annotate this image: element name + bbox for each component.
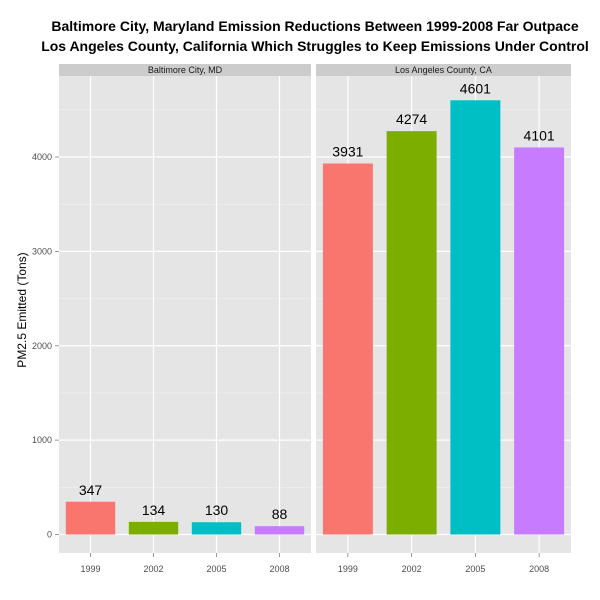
x-tick-label: 2002 (143, 564, 163, 574)
bar (322, 163, 373, 535)
x-tick-label: 2008 (529, 564, 549, 574)
chart-title: Baltimore City, Maryland Emission Reduct… (41, 18, 589, 54)
bar (386, 131, 437, 535)
bar-value-label: 130 (205, 502, 229, 518)
y-tick-label: 0 (47, 530, 52, 540)
bar (128, 521, 179, 535)
x-tick-label: 1999 (80, 564, 100, 574)
y-tick-label: 4000 (32, 152, 52, 162)
bar (514, 147, 565, 535)
facet-strip (316, 64, 571, 76)
x-tick-label: 2005 (465, 564, 485, 574)
bar (254, 526, 305, 535)
y-axis: 0 1000 2000 3000 4000 (32, 152, 59, 540)
bar-value-label: 4601 (460, 80, 491, 96)
chart-title-line-1: Baltimore City, Maryland Emission Reduct… (51, 18, 578, 34)
bar-value-label: 347 (79, 482, 103, 498)
y-tick-label: 3000 (32, 246, 52, 256)
facet-panel: Los Angeles County, CA 3931 1999 4274 2002 46… (316, 64, 571, 574)
chart-title-line-2: Los Angeles County, California Which Str… (41, 38, 589, 54)
bar-value-label: 3931 (332, 144, 363, 160)
bar-value-label: 88 (272, 506, 288, 522)
bar-value-label: 134 (142, 502, 166, 518)
y-tick-label: 2000 (32, 341, 52, 351)
x-tick-label: 2005 (206, 564, 226, 574)
facet-strip (59, 64, 311, 76)
x-tick-label: 2002 (402, 564, 422, 574)
facet-strip-label: Baltimore City, MD (148, 65, 223, 75)
facet-strip-label: Los Angeles County, CA (395, 65, 492, 75)
facet-panels: Baltimore City, MD 347 1999 134 2002 130 2005 8… (32, 64, 571, 574)
y-axis-title: PM2.5 Emitted (Tons) (15, 252, 29, 367)
bar-value-label: 4101 (524, 127, 555, 143)
bar (450, 100, 501, 535)
panel-background (59, 76, 311, 553)
bar (191, 522, 242, 535)
bar-value-label: 4274 (396, 111, 427, 127)
y-tick-label: 1000 (32, 435, 52, 445)
x-tick-label: 2008 (269, 564, 289, 574)
x-tick-label: 1999 (338, 564, 358, 574)
bar (65, 501, 116, 535)
facet-panel: Baltimore City, MD 347 1999 134 2002 130 2005 8… (59, 64, 311, 574)
